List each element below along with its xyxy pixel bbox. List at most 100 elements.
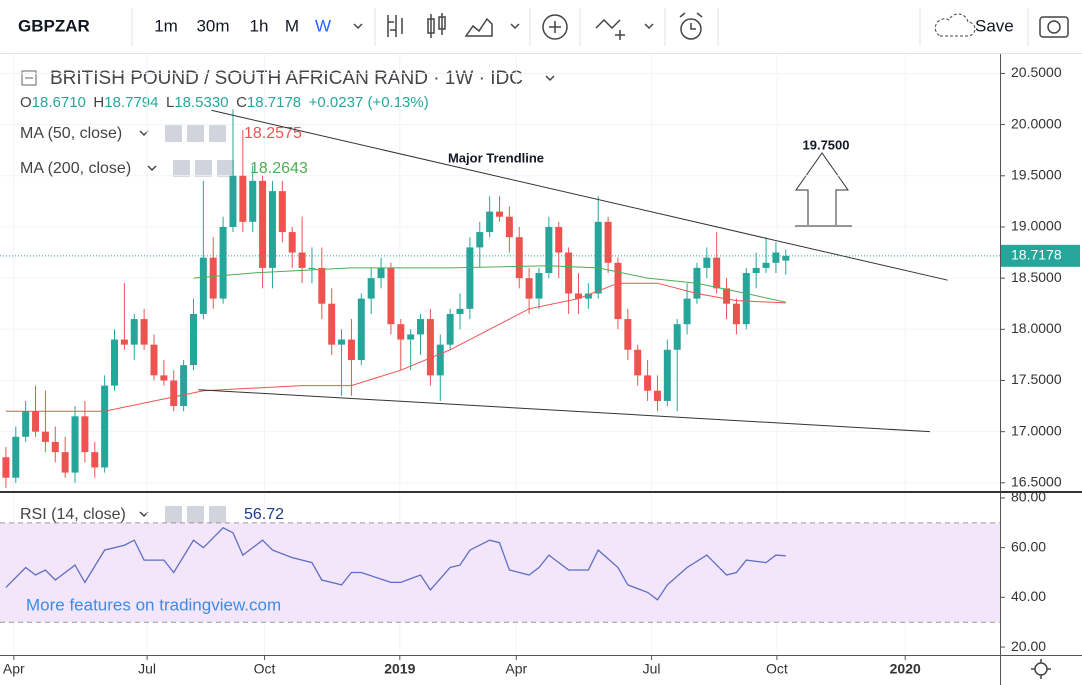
y-tick-label: 20.00 xyxy=(1011,638,1046,654)
candle-body xyxy=(407,334,415,340)
candle-body xyxy=(61,452,69,473)
x-tick-label: Apr xyxy=(3,661,25,677)
settings-button[interactable] xyxy=(1031,659,1051,679)
x-tick-label: 2020 xyxy=(890,661,921,677)
candle-body xyxy=(732,303,740,325)
interval-dropdown[interactable] xyxy=(353,23,363,30)
rsi-line xyxy=(5,527,786,601)
candle-body xyxy=(357,298,365,361)
interval-button[interactable]: 1m xyxy=(154,16,178,35)
target-arrow xyxy=(795,152,852,227)
ohlc-label: O xyxy=(20,94,32,111)
candle-body xyxy=(525,278,533,299)
interval-button[interactable]: W xyxy=(315,16,331,35)
trendline xyxy=(198,389,930,433)
y-tick-label: 17.5000 xyxy=(1011,371,1062,387)
candle-body xyxy=(367,278,375,299)
candle-body xyxy=(683,298,691,325)
candle-body xyxy=(417,319,425,335)
candle-body xyxy=(209,257,217,299)
candle-body xyxy=(22,411,30,437)
candle-body xyxy=(644,375,652,391)
interval-button[interactable]: 30m xyxy=(196,16,229,35)
candle-body xyxy=(81,416,89,453)
candle-body xyxy=(496,211,504,217)
indicator-controls[interactable] xyxy=(165,125,234,523)
save-button[interactable]: Save xyxy=(975,16,1014,35)
candle-body xyxy=(604,221,612,263)
compare-button[interactable] xyxy=(542,14,568,40)
candle-body xyxy=(111,339,119,386)
candle-body xyxy=(397,324,405,340)
moving-average xyxy=(193,265,786,303)
candle-body xyxy=(140,319,148,345)
candle-body xyxy=(229,175,237,227)
candle-body xyxy=(189,313,197,366)
candle-body xyxy=(584,293,592,299)
x-tick-label: 2019 xyxy=(384,661,415,677)
watermark[interactable]: More features on tradingview.com xyxy=(26,595,281,614)
bar-style-button[interactable] xyxy=(387,15,403,37)
style-dropdown[interactable] xyxy=(510,23,520,30)
candle-body xyxy=(278,191,286,233)
candle-body xyxy=(624,319,632,350)
candle-body xyxy=(387,267,395,325)
candle-body xyxy=(219,226,227,299)
symbol[interactable]: GBPZAR xyxy=(18,16,90,35)
candle-body xyxy=(91,452,99,468)
interval-button[interactable]: M xyxy=(285,16,299,35)
candle-body xyxy=(505,216,513,238)
indicators-button[interactable] xyxy=(595,18,625,40)
candle-body xyxy=(130,319,138,345)
x-tick-label: Jul xyxy=(138,661,156,677)
candle-style-button[interactable] xyxy=(427,13,446,38)
y-tick-label: 19.5000 xyxy=(1011,166,1062,182)
y-tick-label: 18.0000 xyxy=(1011,320,1062,336)
candle-body xyxy=(515,237,523,279)
candle-body xyxy=(338,339,346,345)
snapshot-button[interactable] xyxy=(1039,16,1069,38)
candle-body xyxy=(545,226,553,274)
ohlc-value: 18.7178 xyxy=(247,94,301,111)
change: +0.0237 (+0.13%) xyxy=(309,94,429,111)
symbol-title: BRITISH POUND / SOUTH AFRICAN RAND · 1W … xyxy=(50,68,523,89)
candle-body xyxy=(239,175,247,222)
candle-body xyxy=(594,221,602,294)
area-style-button[interactable] xyxy=(464,17,493,37)
trendline-label: Major Trendline xyxy=(448,150,544,165)
candle-body xyxy=(446,313,454,345)
save-icon[interactable] xyxy=(934,13,976,37)
candle-body xyxy=(318,267,326,304)
indicator-name: RSI (14, close) xyxy=(20,506,126,523)
candle-body xyxy=(742,273,750,325)
candle-body xyxy=(12,436,20,478)
y-tick-label: 20.5000 xyxy=(1011,64,1062,80)
indicator-name: MA (200, close) xyxy=(20,160,131,177)
candle-body xyxy=(426,319,434,376)
y-tick-label: 17.0000 xyxy=(1011,422,1062,438)
interval-button[interactable]: 1h xyxy=(250,16,269,35)
candle-body xyxy=(268,191,276,268)
symbol-dropdown[interactable] xyxy=(545,75,555,82)
candle-body xyxy=(634,349,642,376)
last-price-label: 18.7178 xyxy=(1011,247,1062,263)
indicators-dropdown[interactable] xyxy=(644,23,654,30)
candle-body xyxy=(772,252,780,263)
legend-collapse[interactable] xyxy=(21,70,37,86)
ohlc-label: C xyxy=(236,94,247,111)
candle-body xyxy=(535,273,543,299)
candle-body xyxy=(199,257,207,314)
candle-body xyxy=(249,180,257,222)
moving-average xyxy=(5,282,786,412)
candle-body xyxy=(486,211,494,233)
candle-body xyxy=(673,324,681,350)
spacer xyxy=(86,94,94,111)
candle-body xyxy=(150,344,158,376)
candle-body xyxy=(653,390,661,401)
alert-button[interactable] xyxy=(679,12,703,40)
rsi-band xyxy=(0,522,1000,623)
spacer xyxy=(158,94,166,111)
ohlc-value: 18.6710 xyxy=(32,94,86,111)
spacer xyxy=(301,94,309,111)
